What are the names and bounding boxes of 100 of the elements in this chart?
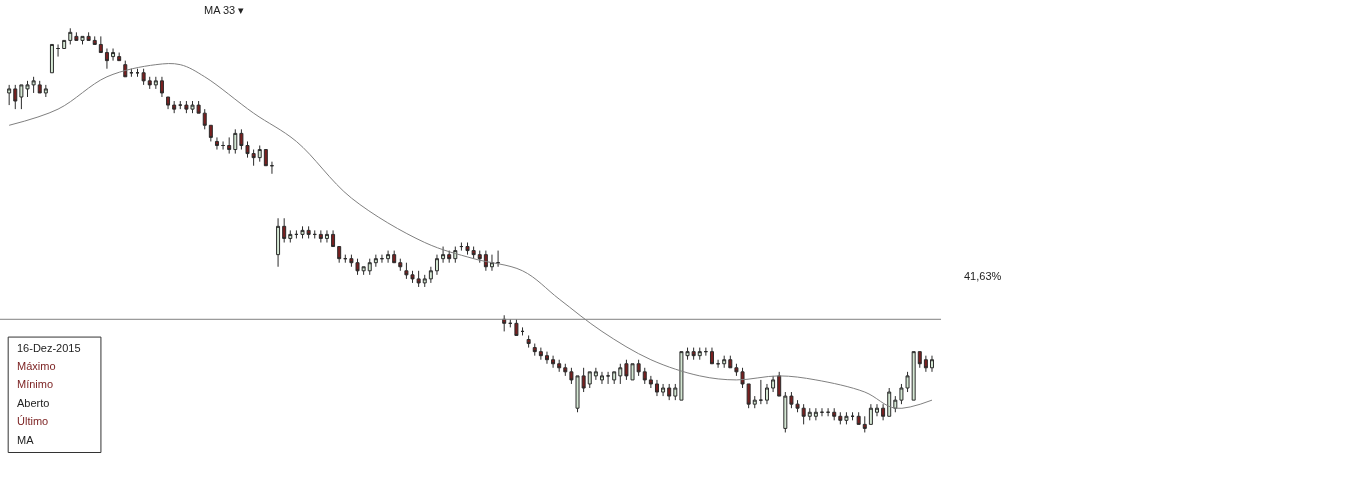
candlestick — [62, 39, 67, 49]
candlestick — [496, 250, 501, 268]
candlestick — [331, 229, 336, 248]
candlestick — [257, 145, 262, 163]
candlestick — [593, 367, 598, 381]
candlestick — [551, 355, 556, 369]
candlestick — [764, 383, 769, 405]
candlestick — [92, 35, 97, 45]
candlestick — [43, 84, 48, 98]
candlestick — [269, 161, 274, 175]
candlestick — [771, 375, 776, 393]
candlestick — [563, 363, 568, 377]
candlestick — [642, 367, 647, 385]
candlestick — [489, 254, 494, 272]
annotation: Máximo — [17, 360, 56, 372]
candlestick — [159, 76, 164, 98]
candlestick — [923, 355, 928, 373]
candlestick — [7, 84, 12, 106]
candlestick — [887, 387, 892, 417]
candlestick — [844, 411, 849, 425]
candlestick — [868, 403, 873, 425]
candlestick — [37, 80, 42, 94]
text: 41,63% — [964, 270, 1002, 282]
candlestick — [667, 383, 672, 401]
candlestick — [826, 407, 831, 417]
candlestick — [447, 250, 452, 264]
candlestick — [172, 100, 177, 114]
candlestick — [691, 347, 696, 361]
annotation: 16-Dez-2015 — [17, 342, 81, 354]
candlestick — [288, 229, 293, 243]
candlestick — [532, 343, 537, 357]
candlestick — [104, 48, 109, 70]
candlestick — [398, 258, 403, 272]
candlestick — [587, 371, 592, 389]
candlestick — [544, 351, 549, 365]
candlestick — [862, 415, 867, 433]
candlestick — [166, 96, 171, 110]
candlestick — [752, 395, 757, 409]
candlestick — [276, 217, 281, 268]
candlestick — [673, 383, 678, 401]
candlestick — [917, 351, 922, 369]
candlestick — [709, 347, 714, 365]
candlestick — [557, 359, 562, 373]
candlestick — [434, 254, 439, 276]
candlestick — [453, 246, 458, 264]
candlestick — [379, 254, 384, 264]
candlestick — [318, 229, 323, 243]
candlestick — [117, 52, 122, 62]
candlestick — [111, 48, 116, 62]
candlestick — [141, 68, 146, 86]
candlestick — [49, 43, 54, 74]
candlestick — [56, 43, 61, 58]
candlestick — [441, 246, 446, 264]
candlestick — [282, 217, 287, 243]
candlestick — [483, 250, 488, 272]
text: MA 33 ▾ — [204, 4, 245, 16]
candlestick — [337, 246, 342, 264]
candlestick — [881, 403, 886, 421]
candlestick — [208, 124, 213, 142]
candlestick — [801, 403, 806, 425]
candlestick — [422, 274, 427, 288]
candlestick — [636, 359, 641, 377]
candlestick — [214, 136, 219, 151]
text: MA — [17, 434, 35, 446]
candlestick — [703, 347, 708, 357]
candlestick — [526, 334, 531, 349]
candlestick — [728, 355, 733, 369]
annotation: Aberto — [17, 397, 50, 409]
candlestick — [654, 379, 659, 397]
candlestick — [477, 250, 482, 264]
candlestick — [386, 250, 391, 264]
candlestick — [221, 140, 226, 151]
candlestick — [324, 229, 329, 243]
candlestick — [874, 403, 879, 417]
candlestick — [502, 314, 507, 332]
candlestick — [373, 254, 378, 268]
candlestick — [758, 379, 763, 405]
candlestick — [893, 395, 898, 413]
candlestick — [661, 383, 666, 397]
candlestick — [68, 27, 73, 45]
candlestick — [807, 407, 812, 421]
candlestick — [367, 258, 372, 276]
candlestick — [428, 266, 433, 284]
candlestick — [648, 375, 653, 389]
candlestick — [777, 371, 782, 397]
annotation: Último — [17, 415, 49, 427]
candlestick — [98, 35, 103, 54]
candlestick — [911, 351, 916, 401]
candlestick — [514, 318, 519, 336]
candlestick — [746, 383, 751, 409]
candlestick — [832, 407, 837, 421]
candlestick — [153, 76, 158, 90]
candlestick — [599, 371, 604, 385]
candlestick — [819, 407, 824, 417]
candlestick — [233, 128, 238, 155]
candlestick — [722, 355, 727, 369]
candlestick — [783, 391, 788, 433]
candlestick — [606, 371, 611, 385]
annotation: Mínimo — [17, 378, 54, 390]
candlestick — [392, 250, 397, 264]
